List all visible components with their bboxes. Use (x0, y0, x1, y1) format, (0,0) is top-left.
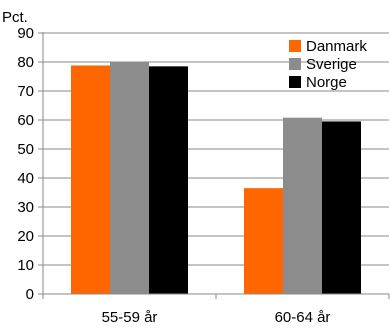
bar-norge-1 (149, 66, 188, 294)
legend-label-danmark: Danmark (306, 38, 367, 55)
y-tick-label: 40 (17, 170, 34, 187)
y-tick-label: 0 (26, 286, 34, 303)
y-tick-label: 20 (17, 228, 34, 245)
legend-swatch-norge (289, 76, 301, 88)
legend-label-sverige: Sverige (306, 56, 357, 73)
y-tick-label: 90 (17, 25, 34, 42)
legend-swatch-sverige (289, 58, 301, 70)
y-tick-label: 70 (17, 83, 34, 100)
y-tick-label: 80 (17, 54, 34, 71)
legend-label-norge: Norge (306, 74, 347, 91)
bar-sverige-2 (283, 117, 322, 295)
bars (71, 62, 361, 295)
y-tick-label: 30 (17, 199, 34, 216)
x-tick-label: 60-64 år (275, 309, 331, 326)
y-axis-label: Pct. (2, 9, 28, 26)
y-tick-label: 50 (17, 141, 34, 158)
legend-swatch-danmark (289, 40, 301, 52)
y-tick-labels: 0 10 20 30 40 50 60 70 80 90 (17, 25, 34, 303)
x-tick-label: 55-59 år (102, 309, 158, 326)
bar-sverige-1 (110, 62, 149, 294)
bar-danmark-2 (244, 188, 283, 294)
y-tick-label: 10 (17, 257, 34, 274)
bar-norge-2 (322, 121, 361, 294)
y-tick-label: 60 (17, 112, 34, 129)
axes (38, 32, 390, 299)
bar-danmark-1 (71, 65, 110, 294)
x-tick-labels: 55-59 år 60-64 år (102, 309, 331, 326)
